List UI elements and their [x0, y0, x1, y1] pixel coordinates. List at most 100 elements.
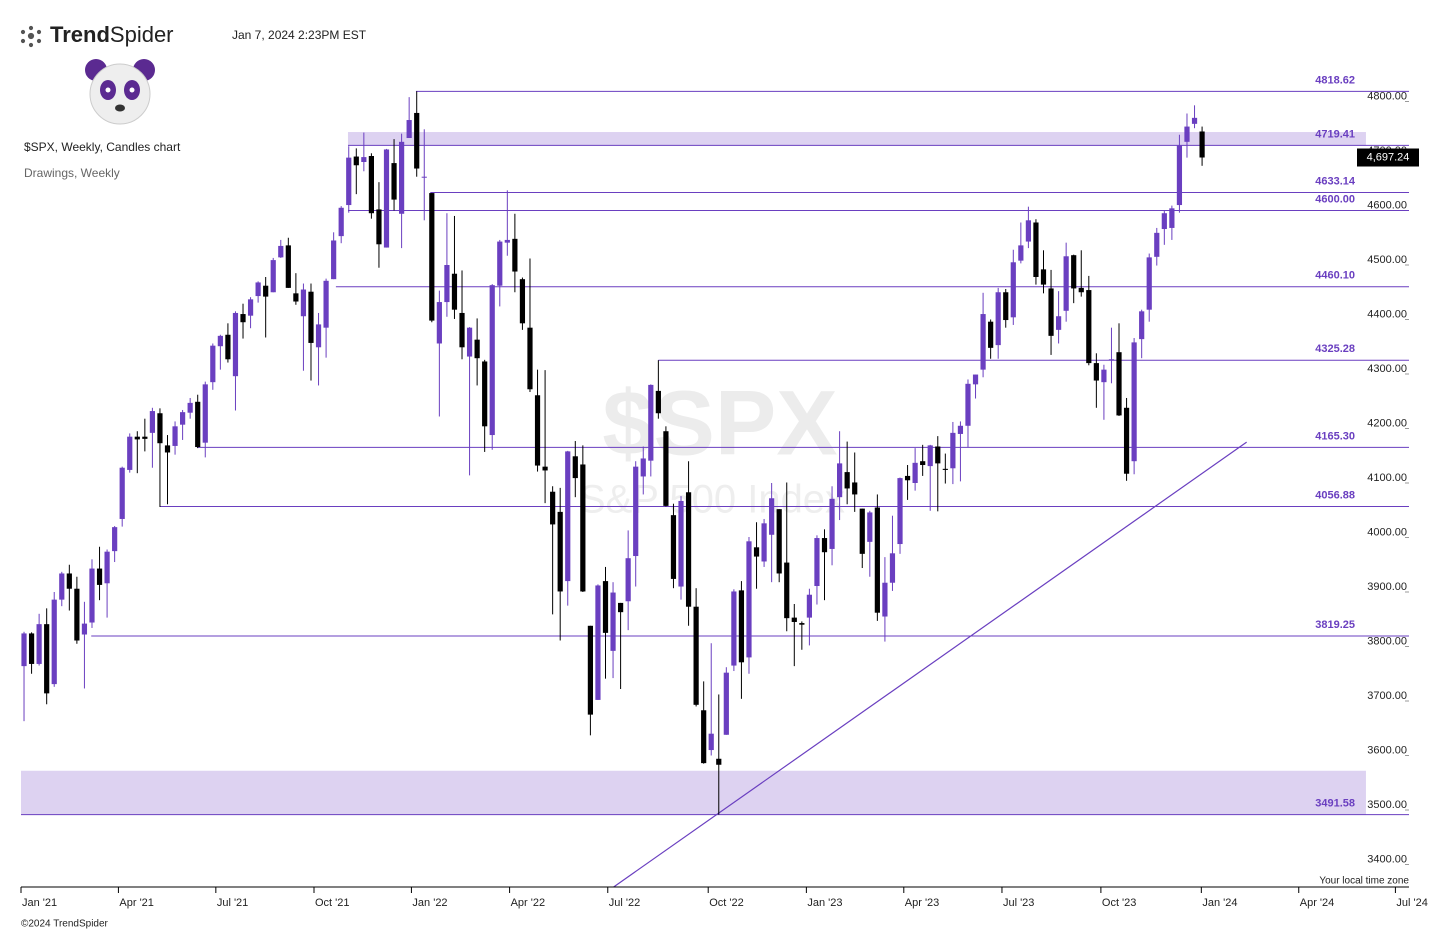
x-tick-label: Jul '23: [1003, 897, 1034, 909]
candle-body: [164, 445, 171, 453]
candle-body: [1040, 269, 1047, 285]
y-tick-label: 4000.00: [1367, 526, 1407, 538]
candle-body: [217, 335, 223, 347]
last-price-label: 4,697.24: [1367, 151, 1410, 163]
y-tick-label: 3900.00: [1367, 581, 1407, 593]
candle-body: [255, 282, 261, 297]
candle-body: [776, 509, 782, 574]
y-tick-label: 3400.00: [1367, 853, 1407, 865]
candle-body: [383, 149, 390, 248]
x-tick-label: Oct '23: [1102, 897, 1137, 909]
candle-body: [912, 462, 918, 483]
candle-body: [36, 624, 42, 664]
candle-body: [806, 594, 812, 618]
candle-body: [542, 466, 548, 471]
candle-body: [867, 512, 873, 542]
candle-body: [950, 432, 956, 469]
candle-body: [172, 426, 178, 446]
plot: 3400.00 3500.00 3600.00 3700.00 3800.00 3900.…: [20, 74, 1428, 909]
x-tick-label: Jan '22: [412, 897, 447, 909]
candle-body: [1191, 117, 1198, 124]
candle-body: [187, 402, 193, 413]
candle-body: [1078, 287, 1084, 293]
candle-body: [957, 425, 964, 434]
candle-body: [595, 585, 601, 700]
candle-body: [278, 245, 284, 258]
candle-body: [753, 547, 760, 557]
candle-body: [157, 413, 163, 444]
candle-body: [837, 463, 843, 498]
candle-body: [1123, 407, 1130, 474]
candle-body: [587, 625, 593, 715]
candle-body: [1116, 352, 1122, 416]
candle-body: [610, 592, 616, 651]
candle-body: [96, 568, 103, 585]
candle-body: [927, 445, 933, 467]
candle-body: [731, 591, 737, 666]
candle-body: [1139, 311, 1145, 340]
candle-body: [270, 260, 276, 293]
x-tick-label: Jul '24: [1396, 897, 1427, 909]
candle-body: [285, 245, 291, 288]
candle-body: [678, 500, 684, 587]
candle-body: [799, 623, 805, 625]
candle-body: [1093, 363, 1099, 381]
candle-body: [663, 431, 669, 506]
candle-body: [1101, 369, 1107, 383]
brand: TrendSpider: [50, 22, 174, 47]
candle-body: [240, 314, 246, 323]
candle-body: [882, 582, 888, 617]
candle-body: [1169, 208, 1175, 228]
candle-body: [142, 436, 148, 439]
watermark-name: S&P 500 Index: [579, 478, 845, 522]
candle-body: [74, 588, 80, 641]
logo: TrendSpider Jan 7, 2024 2:23PM EST: [20, 22, 367, 48]
candle-body: [474, 339, 480, 359]
candle-body: [202, 384, 208, 443]
candle-body: [1131, 342, 1137, 462]
candle-body: [104, 551, 110, 584]
candle-body: [180, 412, 186, 425]
level-label: 4818.62: [1315, 74, 1355, 86]
chart-title: $SPX, Weekly, Candles chart: [24, 140, 181, 154]
candle-body: [633, 466, 639, 557]
candle-body: [1018, 245, 1024, 261]
candle-body: [1161, 213, 1167, 230]
x-tick-label: Oct '22: [709, 897, 744, 909]
y-tick-label: 3500.00: [1367, 799, 1407, 811]
candle-body: [300, 289, 307, 317]
brand-light: Spider: [110, 22, 174, 47]
level-label: 4719.41: [1315, 128, 1355, 140]
level-label: 4165.30: [1315, 430, 1355, 442]
candle-body: [1086, 290, 1092, 364]
candle-body: [995, 292, 1001, 346]
candle-body: [1199, 131, 1205, 158]
candle-body: [421, 176, 427, 178]
candle-body: [127, 436, 133, 470]
candle-body: [361, 157, 367, 162]
candle-body: [874, 507, 880, 613]
candle-body: [625, 558, 631, 602]
candle-body: [66, 573, 72, 589]
candle-body: [852, 482, 858, 495]
candle-body: [708, 733, 714, 751]
candle-body: [1003, 292, 1009, 321]
candle-body: [1010, 262, 1016, 318]
candle-body: [293, 293, 299, 302]
candle-body: [738, 590, 745, 663]
y-tick-label: 4200.00: [1367, 417, 1407, 429]
candle-body: [1176, 145, 1183, 206]
candle-body: [648, 384, 654, 461]
candle-body: [716, 758, 722, 765]
x-tick-label: Apr '21: [119, 897, 154, 909]
candle-body: [512, 238, 518, 272]
candle-body: [247, 299, 254, 316]
candle-body: [980, 314, 986, 370]
candle-body: [21, 633, 27, 667]
timezone-note: Your local time zone: [1319, 876, 1409, 887]
candle-body: [466, 327, 473, 357]
candle-body: [489, 285, 495, 436]
y-tick-label: 4300.00: [1367, 363, 1407, 375]
y-tick-label: 4600.00: [1367, 199, 1407, 211]
chart-subtitle: Drawings, Weekly: [24, 166, 120, 180]
